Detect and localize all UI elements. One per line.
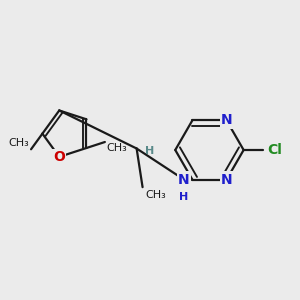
Text: CH₃: CH₃	[9, 138, 30, 148]
Text: CH₃: CH₃	[106, 143, 127, 154]
Text: H: H	[145, 146, 154, 156]
Text: N: N	[221, 113, 232, 128]
Text: N: N	[178, 172, 190, 187]
Text: CH₃: CH₃	[146, 190, 166, 200]
Text: O: O	[53, 150, 65, 164]
Text: H: H	[179, 192, 189, 202]
Text: N: N	[221, 172, 232, 187]
Text: Cl: Cl	[267, 143, 282, 157]
